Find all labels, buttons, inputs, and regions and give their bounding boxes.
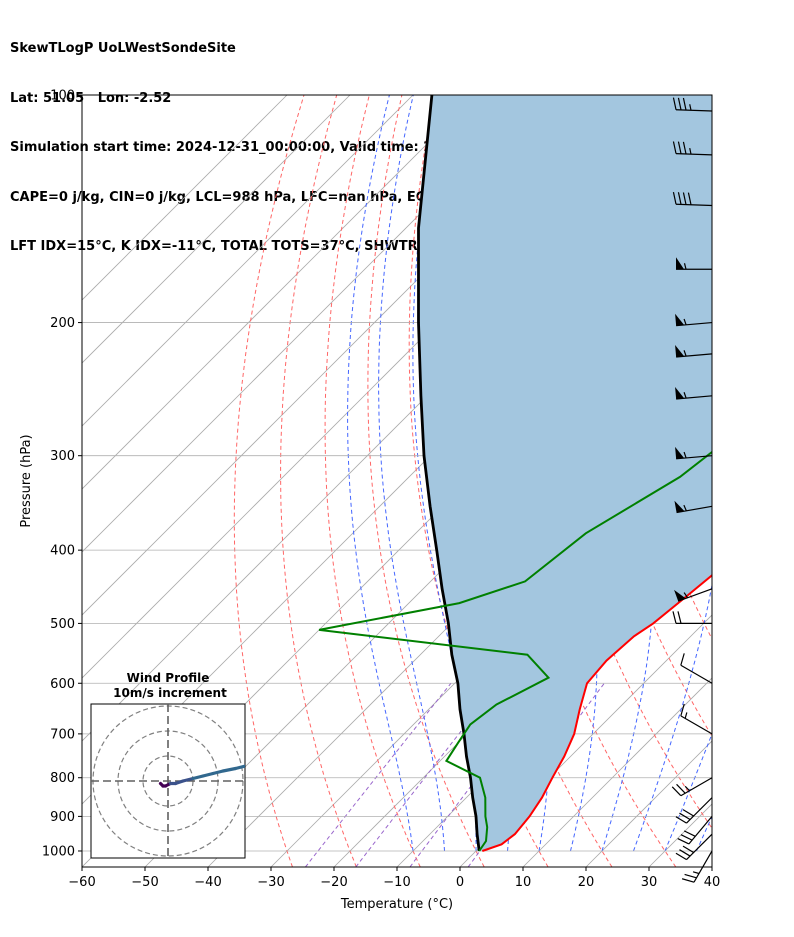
wind-barb [675,387,713,400]
dry-adiabat [761,95,794,867]
y-tick-label: 900 [50,810,75,825]
wind-barb [671,777,713,797]
hodograph-subtitle: 10m/s increment [113,686,227,700]
parcel-profile-line [417,95,481,852]
chart-title: SkewTLogP UoLWestSondeSite [10,41,236,56]
isotherm-line [333,488,712,867]
x-tick-label: 20 [578,875,595,890]
wind-barb [676,257,712,270]
moist-adiabat [728,95,794,851]
wind-barb [672,611,712,625]
y-tick-label: 100 [50,89,75,104]
wind-barb [675,313,713,327]
y-tick-label: 800 [50,771,75,786]
x-tick-label: −30 [257,875,284,890]
wind-barb [672,97,713,112]
hodograph-trace [181,776,195,783]
x-axis-ticks: −60 −50 −40 −30 −20 −10 0 10 20 30 40 [68,867,720,890]
y-tick-label: 1000 [42,844,75,859]
isotherm-line [459,614,712,867]
wind-barb [674,500,713,514]
y-tick-label: 400 [50,544,75,559]
wind-barbs [671,97,713,883]
wind-barb [680,653,713,684]
isotherm-line [82,95,477,490]
temperature-line [481,573,712,852]
x-tick-label: 30 [641,875,658,890]
y-tick-label: 200 [50,316,75,331]
y-tick-label: 700 [50,727,75,742]
y-tick-label: 600 [50,677,75,692]
isotherm-line [82,95,414,427]
moist-adiabat [664,732,712,852]
parcel-shading [418,95,712,851]
hodograph-title: Wind Profile [127,671,210,685]
dry-adiabat [233,95,305,867]
wind-barb [675,345,713,358]
profile-lines [318,95,712,852]
y-axis-label: Pressure (hPa) [19,434,34,527]
wind-barb [675,797,713,824]
isotherm-line [522,677,712,867]
dry-adiabat [324,95,421,867]
x-tick-label: 0 [456,875,464,890]
wind-barb [674,588,713,602]
wind-barb [677,816,713,845]
parcel-shade-area [418,95,712,851]
x-tick-label: −20 [320,875,347,890]
hodograph-trace [233,764,245,771]
x-tick-label: −60 [68,875,95,890]
moist-adiabat [347,95,414,852]
moist-adiabat [633,95,712,852]
wind-barb [675,446,713,460]
hodograph-trace [201,771,215,778]
x-tick-label: 40 [704,875,721,890]
x-tick-label: −40 [194,875,221,890]
dry-adiabat [280,95,357,867]
hodograph-trace [191,774,205,781]
dry-adiabat [728,95,794,867]
wind-barb [672,191,713,207]
x-tick-label: −10 [383,875,410,890]
x-tick-label: 10 [515,875,532,890]
x-tick-label: −50 [131,875,158,890]
isotherm-line [82,95,351,364]
mixing-ratio-line [305,682,452,867]
x-axis-label: Temperature (°C) [340,897,453,912]
station-location: Lat: 51.05 Lon: -2.52 [10,90,172,106]
isotherm-line [711,866,712,867]
y-tick-label: 300 [50,449,75,464]
wind-barb [675,833,713,861]
dry-adiabat [367,95,485,867]
wind-barb [680,703,713,735]
dewpoint-line [318,450,712,852]
wind-barb [672,141,713,156]
hodograph-trace [211,769,225,776]
isotherm-line [82,95,540,553]
hodograph-inset: Wind Profile 10m/s increment [90,671,246,859]
y-tick-label: 500 [50,617,75,632]
moist-adiabat [378,95,445,852]
hodograph-trace [221,766,238,773]
isotherm-line [82,95,288,301]
y-axis-ticks: 100 200 300 400 500 600 700 800 900 1000 [42,89,82,859]
